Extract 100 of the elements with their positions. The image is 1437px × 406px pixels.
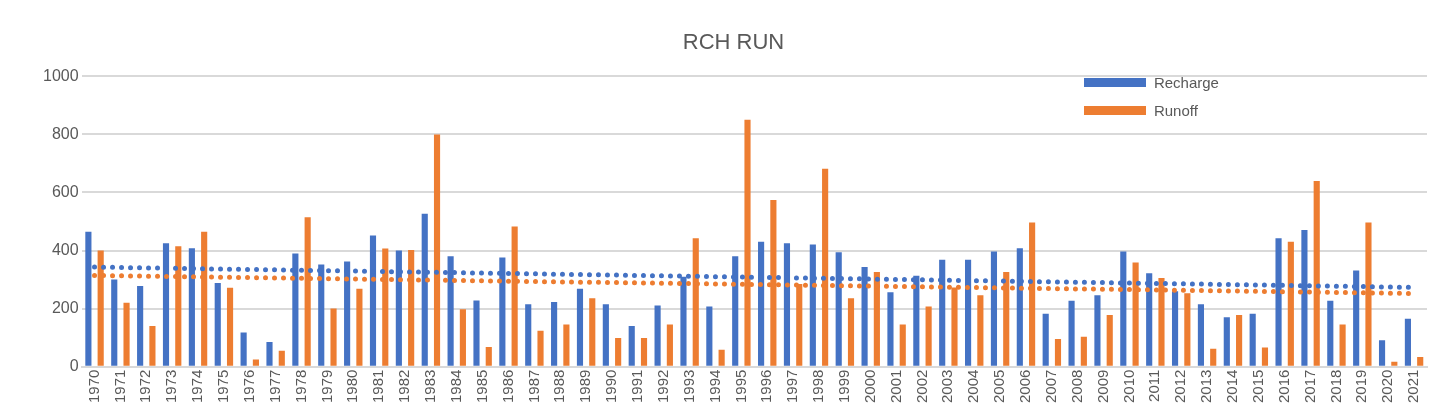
x-tick-label: 2008 <box>1067 369 1085 404</box>
x-tick-label: 1988 <box>550 369 568 404</box>
x-tick-label: 2018 <box>1326 369 1344 404</box>
bar <box>887 292 894 366</box>
bar <box>576 288 584 366</box>
x-tick-label: 1974 <box>188 369 206 404</box>
bar <box>1417 357 1424 366</box>
y-tick-label: 0 <box>69 357 79 375</box>
y-tick-label: 800 <box>51 124 79 142</box>
x-tick-label: 1986 <box>498 369 516 404</box>
bar <box>1106 314 1113 366</box>
x-tick-label: 1971 <box>110 369 128 404</box>
bar <box>252 359 259 366</box>
x-tick-label: 1982 <box>395 369 413 404</box>
bar <box>356 288 363 366</box>
legend-label: Runoff <box>1153 101 1198 119</box>
bar <box>1339 324 1346 366</box>
x-tick-label: 1987 <box>524 369 542 404</box>
x-tick-label: 2013 <box>1197 369 1215 404</box>
bar <box>149 326 156 366</box>
x-tick-label: 1996 <box>757 369 775 404</box>
bar <box>1236 314 1243 366</box>
x-tick-label: 2006 <box>1016 369 1034 404</box>
bar <box>1391 361 1398 366</box>
x-tick-label: 2021 <box>1404 369 1422 404</box>
x-tick-label: 2007 <box>1041 369 1059 404</box>
bar <box>1223 317 1230 366</box>
x-tick-label: 1983 <box>421 369 439 404</box>
x-tick-label: 2011 <box>1145 369 1163 402</box>
x-tick-label: 1989 <box>576 369 594 404</box>
bar <box>485 346 492 366</box>
x-tick-label: 2000 <box>860 369 878 404</box>
bar <box>551 301 558 366</box>
x-tick-label: 2017 <box>1300 369 1318 404</box>
bar <box>706 306 713 366</box>
x-tick-label: 2010 <box>1119 369 1137 404</box>
x-tick-label: 1999 <box>834 369 852 404</box>
x-tick-label: 1985 <box>472 369 490 404</box>
bar <box>226 287 234 366</box>
bar <box>977 295 984 366</box>
bar <box>718 349 725 366</box>
bar <box>137 285 144 366</box>
bar <box>1094 295 1101 366</box>
bar <box>330 308 337 366</box>
bar <box>925 306 932 366</box>
bar <box>123 302 130 366</box>
bar <box>1210 348 1217 366</box>
x-tick-label: 1977 <box>265 369 283 404</box>
bar <box>666 324 673 366</box>
x-tick-label: 1981 <box>369 369 387 404</box>
x-tick-label: 1991 <box>628 369 646 404</box>
bar <box>214 283 221 366</box>
x-tick-label: 1995 <box>731 369 749 404</box>
x-tick-label: 2001 <box>886 369 904 404</box>
bar <box>1261 347 1269 366</box>
x-tick-label: 2005 <box>990 369 1008 404</box>
y-tick-label: 1000 <box>43 66 79 84</box>
x-tick-label: 1998 <box>809 369 827 404</box>
bar <box>240 332 247 366</box>
x-tick-label: 2016 <box>1274 369 1292 404</box>
bar <box>847 298 855 366</box>
x-tick-label: 1979 <box>317 369 335 404</box>
y-tick-label: 200 <box>51 298 79 316</box>
bar <box>1378 340 1386 366</box>
bar <box>615 337 622 366</box>
bar <box>1042 313 1049 366</box>
bar <box>473 300 480 366</box>
chart-title: RCH RUN <box>682 29 785 55</box>
legend-label: Recharge <box>1153 73 1219 91</box>
x-tick-label: 2020 <box>1378 369 1396 404</box>
x-tick-label: 2014 <box>1223 369 1241 404</box>
x-tick-label: 1997 <box>783 369 801 404</box>
bar <box>628 326 635 366</box>
bar <box>654 305 661 366</box>
bar <box>602 304 609 366</box>
bar <box>1080 336 1087 366</box>
bar <box>1404 318 1411 366</box>
bar <box>1171 291 1179 366</box>
x-tick-label: 1980 <box>343 369 361 404</box>
y-tick-label: 600 <box>51 182 79 200</box>
x-tick-label: 1970 <box>84 369 102 404</box>
x-tick-label: 1976 <box>239 369 257 404</box>
bar <box>899 324 906 366</box>
bar <box>537 330 544 366</box>
x-tick-label: 2003 <box>938 369 956 404</box>
bar <box>640 337 648 366</box>
bar <box>111 279 118 366</box>
x-tick-label: 1973 <box>162 369 180 404</box>
bar <box>1068 300 1075 366</box>
x-tick-label: 1972 <box>136 369 154 404</box>
x-tick-label: 1993 <box>679 369 697 404</box>
bar <box>1249 313 1256 366</box>
bar <box>459 309 466 366</box>
x-tick-label: 2012 <box>1171 369 1189 404</box>
bar <box>1197 304 1205 366</box>
x-tick-label: 1992 <box>653 369 671 404</box>
x-tick-label: 1984 <box>446 369 464 404</box>
bar <box>563 324 570 366</box>
y-tick-label: 400 <box>51 240 79 258</box>
x-tick-label: 1975 <box>214 369 232 404</box>
